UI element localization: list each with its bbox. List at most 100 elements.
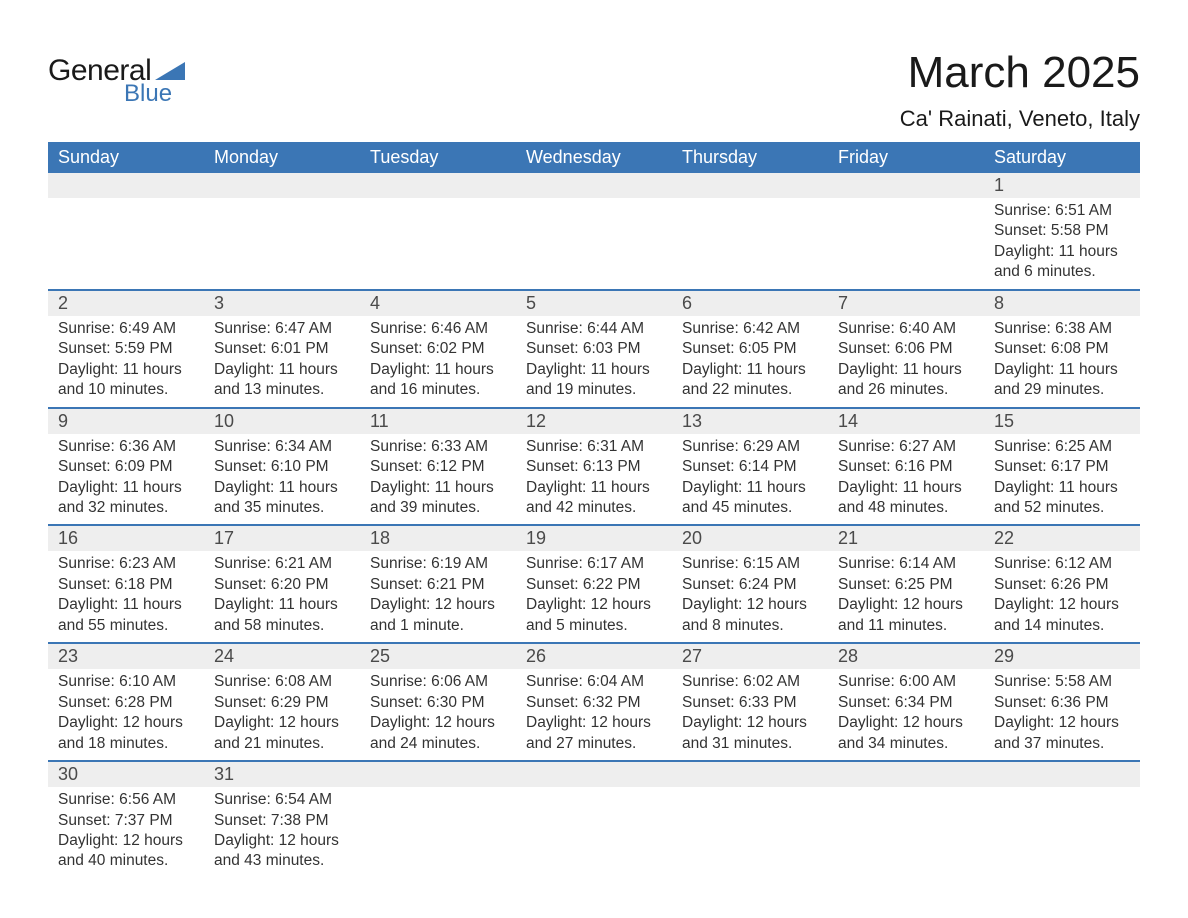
sunset-line: Sunset: 7:37 PM — [58, 811, 194, 831]
sunrise-line: Sunrise: 6:56 AM — [58, 790, 194, 810]
sunrise-line: Sunrise: 6:19 AM — [370, 554, 506, 574]
daylight-line: Daylight: 11 hours and 29 minutes. — [994, 360, 1130, 401]
sunrise-line: Sunrise: 6:51 AM — [994, 201, 1130, 221]
weekday-header: Sunday — [48, 142, 204, 173]
day-detail-cell — [828, 787, 984, 878]
sunrise-line: Sunrise: 6:27 AM — [838, 437, 974, 457]
day-number-cell: 30 — [48, 761, 204, 787]
sunrise-line: Sunrise: 6:38 AM — [994, 319, 1130, 339]
sunrise-line: Sunrise: 6:31 AM — [526, 437, 662, 457]
sunset-line: Sunset: 6:29 PM — [214, 693, 350, 713]
day-number-cell — [360, 173, 516, 198]
day-number-cell: 9 — [48, 408, 204, 434]
sunrise-line: Sunrise: 6:21 AM — [214, 554, 350, 574]
sunset-line: Sunset: 6:21 PM — [370, 575, 506, 595]
day-number-cell: 1 — [984, 173, 1140, 198]
daylight-line: Daylight: 12 hours and 31 minutes. — [682, 713, 818, 754]
day-detail-cell: Sunrise: 6:44 AMSunset: 6:03 PMDaylight:… — [516, 316, 672, 408]
daylight-line: Daylight: 11 hours and 22 minutes. — [682, 360, 818, 401]
day-detail-cell: Sunrise: 6:23 AMSunset: 6:18 PMDaylight:… — [48, 551, 204, 643]
day-number-cell: 31 — [204, 761, 360, 787]
day-number-cell: 22 — [984, 525, 1140, 551]
day-number-cell — [360, 761, 516, 787]
sunrise-line: Sunrise: 6:17 AM — [526, 554, 662, 574]
sunrise-line: Sunrise: 6:02 AM — [682, 672, 818, 692]
daylight-line: Daylight: 11 hours and 35 minutes. — [214, 478, 350, 519]
weekday-header: Tuesday — [360, 142, 516, 173]
day-number-cell: 3 — [204, 290, 360, 316]
day-detail-cell: Sunrise: 6:51 AMSunset: 5:58 PMDaylight:… — [984, 198, 1140, 290]
day-detail-cell: Sunrise: 6:14 AMSunset: 6:25 PMDaylight:… — [828, 551, 984, 643]
sunset-line: Sunset: 6:03 PM — [526, 339, 662, 359]
day-detail-cell: Sunrise: 6:08 AMSunset: 6:29 PMDaylight:… — [204, 669, 360, 761]
sunrise-line: Sunrise: 6:04 AM — [526, 672, 662, 692]
sunrise-line: Sunrise: 6:47 AM — [214, 319, 350, 339]
daylight-line: Daylight: 11 hours and 32 minutes. — [58, 478, 194, 519]
day-number-row: 3031 — [48, 761, 1140, 787]
weekday-header: Monday — [204, 142, 360, 173]
day-detail-cell: Sunrise: 5:58 AMSunset: 6:36 PMDaylight:… — [984, 669, 1140, 761]
logo-text-blue: Blue — [124, 80, 172, 108]
sunset-line: Sunset: 7:38 PM — [214, 811, 350, 831]
daylight-line: Daylight: 11 hours and 26 minutes. — [838, 360, 974, 401]
day-detail-cell: Sunrise: 6:00 AMSunset: 6:34 PMDaylight:… — [828, 669, 984, 761]
sunset-line: Sunset: 6:25 PM — [838, 575, 974, 595]
day-detail-cell: Sunrise: 6:29 AMSunset: 6:14 PMDaylight:… — [672, 434, 828, 526]
day-number-cell: 5 — [516, 290, 672, 316]
daylight-line: Daylight: 11 hours and 39 minutes. — [370, 478, 506, 519]
day-detail-row: Sunrise: 6:10 AMSunset: 6:28 PMDaylight:… — [48, 669, 1140, 761]
day-number-cell: 12 — [516, 408, 672, 434]
day-detail-cell: Sunrise: 6:15 AMSunset: 6:24 PMDaylight:… — [672, 551, 828, 643]
sunrise-line: Sunrise: 6:23 AM — [58, 554, 194, 574]
sunrise-line: Sunrise: 6:54 AM — [214, 790, 350, 810]
day-number-cell: 29 — [984, 643, 1140, 669]
day-detail-cell: Sunrise: 6:27 AMSunset: 6:16 PMDaylight:… — [828, 434, 984, 526]
sunset-line: Sunset: 6:08 PM — [994, 339, 1130, 359]
day-detail-cell: Sunrise: 6:56 AMSunset: 7:37 PMDaylight:… — [48, 787, 204, 878]
sunset-line: Sunset: 6:28 PM — [58, 693, 194, 713]
sunset-line: Sunset: 6:36 PM — [994, 693, 1130, 713]
weekday-header: Friday — [828, 142, 984, 173]
day-detail-cell: Sunrise: 6:40 AMSunset: 6:06 PMDaylight:… — [828, 316, 984, 408]
sunset-line: Sunset: 5:59 PM — [58, 339, 194, 359]
day-number-row: 9101112131415 — [48, 408, 1140, 434]
day-detail-cell: Sunrise: 6:21 AMSunset: 6:20 PMDaylight:… — [204, 551, 360, 643]
sunrise-line: Sunrise: 6:15 AM — [682, 554, 818, 574]
sunrise-line: Sunrise: 6:33 AM — [370, 437, 506, 457]
daylight-line: Daylight: 12 hours and 5 minutes. — [526, 595, 662, 636]
day-detail-cell: Sunrise: 6:06 AMSunset: 6:30 PMDaylight:… — [360, 669, 516, 761]
day-detail-cell: Sunrise: 6:36 AMSunset: 6:09 PMDaylight:… — [48, 434, 204, 526]
day-number-cell — [672, 761, 828, 787]
day-number-cell: 18 — [360, 525, 516, 551]
sunrise-line: Sunrise: 6:44 AM — [526, 319, 662, 339]
day-number-cell: 8 — [984, 290, 1140, 316]
sunrise-line: Sunrise: 6:34 AM — [214, 437, 350, 457]
day-detail-cell — [984, 787, 1140, 878]
day-number-cell — [48, 173, 204, 198]
day-number-cell: 19 — [516, 525, 672, 551]
sunrise-line: Sunrise: 6:46 AM — [370, 319, 506, 339]
day-number-cell — [984, 761, 1140, 787]
daylight-line: Daylight: 11 hours and 16 minutes. — [370, 360, 506, 401]
sunrise-line: Sunrise: 6:40 AM — [838, 319, 974, 339]
daylight-line: Daylight: 12 hours and 18 minutes. — [58, 713, 194, 754]
logo: General Blue — [48, 48, 185, 108]
sunset-line: Sunset: 6:01 PM — [214, 339, 350, 359]
day-detail-cell: Sunrise: 6:19 AMSunset: 6:21 PMDaylight:… — [360, 551, 516, 643]
sunrise-line: Sunrise: 6:08 AM — [214, 672, 350, 692]
sunset-line: Sunset: 6:32 PM — [526, 693, 662, 713]
daylight-line: Daylight: 12 hours and 14 minutes. — [994, 595, 1130, 636]
sunrise-line: Sunrise: 6:42 AM — [682, 319, 818, 339]
day-number-cell: 21 — [828, 525, 984, 551]
daylight-line: Daylight: 12 hours and 24 minutes. — [370, 713, 506, 754]
day-detail-row: Sunrise: 6:36 AMSunset: 6:09 PMDaylight:… — [48, 434, 1140, 526]
daylight-line: Daylight: 12 hours and 21 minutes. — [214, 713, 350, 754]
page-header: General Blue March 2025 Ca' Rainati, Ven… — [48, 48, 1140, 132]
daylight-line: Daylight: 12 hours and 37 minutes. — [994, 713, 1130, 754]
day-number-cell: 15 — [984, 408, 1140, 434]
sunset-line: Sunset: 6:20 PM — [214, 575, 350, 595]
sunrise-line: Sunrise: 6:00 AM — [838, 672, 974, 692]
weekday-header: Saturday — [984, 142, 1140, 173]
sunrise-line: Sunrise: 6:49 AM — [58, 319, 194, 339]
daylight-line: Daylight: 12 hours and 1 minute. — [370, 595, 506, 636]
